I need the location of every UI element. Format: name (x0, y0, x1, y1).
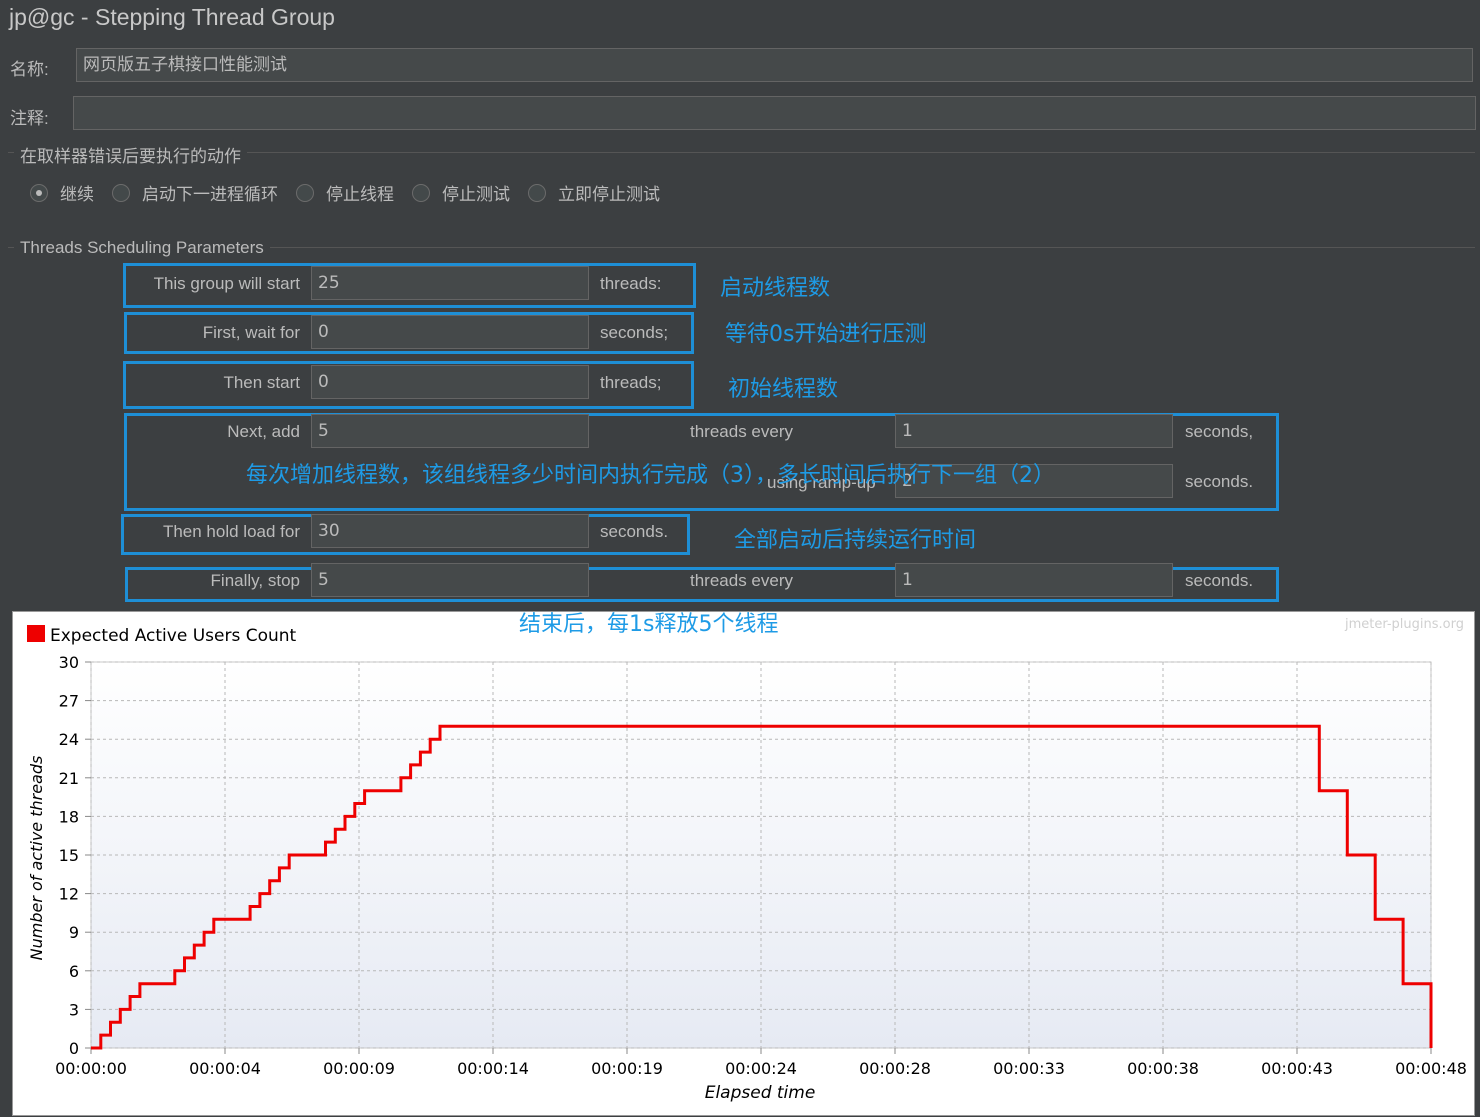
y-tick-label: 6 (69, 962, 79, 981)
hold-load-suffix: seconds. (600, 522, 669, 541)
annotation-start-threads: 启动线程数 (720, 276, 831, 301)
error-action-title: 在取样器错误后要执行的动作 (14, 142, 247, 167)
x-tick-label: 00:00:09 (323, 1059, 395, 1078)
start-users-input[interactable]: 0 (311, 365, 589, 399)
x-tick-label: 00:00:43 (1261, 1059, 1333, 1078)
watermark: jmeter-plugins.org (1344, 617, 1464, 632)
radio-stop-test-now[interactable]: 立即停止测试 (528, 180, 660, 205)
increment-label: Next, add (227, 422, 300, 441)
increment-suffix: seconds, (1185, 422, 1254, 441)
y-tick-label: 21 (59, 769, 79, 788)
start-threads-suffix: threads: (600, 274, 662, 293)
radio-label: 停止测试 (442, 185, 510, 204)
rampdown-suffix: seconds. (1185, 571, 1254, 590)
comment-input[interactable] (73, 96, 1476, 130)
radio-icon (528, 183, 546, 202)
x-tick-label: 00:00:00 (55, 1059, 127, 1078)
y-tick-label: 0 (69, 1039, 79, 1058)
hold-load-input[interactable]: 30 (311, 514, 589, 548)
y-tick-label: 15 (59, 846, 79, 865)
start-users-label: Then start (223, 373, 300, 392)
series-line (91, 724, 1433, 1050)
radio-icon (112, 183, 130, 202)
legend-swatch (27, 625, 45, 642)
radio-selected-icon (30, 183, 48, 202)
x-axis-label: Elapsed time (705, 1083, 816, 1103)
ramp-up-label: using ramp-up (767, 473, 876, 492)
start-users-suffix: threads; (600, 373, 662, 392)
x-tick-label: 00:00:28 (859, 1059, 931, 1078)
highlight-box (125, 567, 1279, 602)
y-tick-label: 27 (59, 692, 79, 711)
initial-delay-suffix: seconds; (600, 323, 669, 342)
comment-label: 注释: (10, 109, 49, 128)
radio-label: 启动下一进程循环 (142, 185, 278, 204)
x-tick-label: 00:00:33 (993, 1059, 1065, 1078)
ramp-up-suffix: seconds. (1185, 472, 1254, 491)
x-tick-label: 00:00:19 (591, 1059, 663, 1078)
radio-stop-thread[interactable]: 停止线程 (296, 180, 394, 205)
y-tick-label: 18 (59, 807, 79, 826)
annotation-initial-delay: 等待0s开始进行压测 (725, 322, 927, 347)
increment-time-input[interactable]: 1 (895, 414, 1173, 448)
rampdown-time-input[interactable]: 1 (895, 563, 1173, 597)
y-axis-label: Number of active threads (27, 756, 46, 961)
increment-input[interactable]: 5 (311, 414, 589, 448)
name-label: 名称: (10, 60, 49, 79)
y-tick-label: 30 (59, 653, 79, 672)
radio-label: 立即停止测试 (558, 185, 660, 204)
highlight-box (124, 413, 1279, 511)
legend-label: Expected Active Users Count (50, 626, 297, 646)
chart-svg: 0 3 6 9 12 15 18 21 24 27 30 00:00:00 00:00:04 00:00… (27, 617, 1467, 1103)
window-title: jp@gc - Stepping Thread Group (9, 4, 335, 30)
initial-delay-input[interactable]: 0 (311, 315, 589, 349)
rampdown-mid-label: threads every (690, 571, 793, 590)
x-tick-label: 00:00:24 (725, 1059, 797, 1078)
annotation-rampdown: 结束后，每1s释放5个线程 (519, 612, 779, 637)
initial-delay-label: First, wait for (202, 323, 300, 342)
rampdown-input[interactable]: 5 (311, 563, 589, 597)
ramp-up-input[interactable]: 2 (895, 464, 1173, 498)
radio-continue[interactable]: 继续 (30, 180, 94, 205)
radio-start-next-loop[interactable]: 启动下一进程循环 (112, 180, 278, 205)
radio-label: 继续 (60, 185, 94, 204)
highlight-box (123, 263, 696, 308)
increment-mid-label: threads every (690, 422, 793, 441)
x-tick-label: 00:00:48 (1395, 1059, 1467, 1078)
hold-load-label: Then hold load for (162, 522, 300, 541)
params-title: Threads Scheduling Parameters (14, 238, 270, 258)
section-divider (8, 247, 1475, 248)
x-tick-label: 00:00:38 (1127, 1059, 1199, 1078)
section-divider (8, 152, 1475, 153)
expected-users-chart: 0 3 6 9 12 15 18 21 24 27 30 00:00:00 00:00:04 00:00… (12, 611, 1475, 1116)
x-tick-label: 00:00:04 (189, 1059, 261, 1078)
annotation-hold-load: 全部启动后持续运行时间 (734, 528, 977, 553)
radio-icon (412, 183, 430, 202)
x-tick-label: 00:00:14 (457, 1059, 529, 1078)
start-threads-input[interactable]: 25 (311, 266, 589, 300)
highlight-box (123, 361, 694, 409)
y-tick-label: 3 (69, 1000, 79, 1019)
annotation-increment: 每次增加线程数，该组线程多少时间内执行完成（3），多长时间后执行下一组（2） (246, 463, 1055, 488)
y-tick-label: 9 (69, 923, 79, 942)
radio-stop-test[interactable]: 停止测试 (412, 180, 510, 205)
name-input[interactable]: 网页版五子棋接口性能测试 (76, 48, 1473, 82)
y-tick-label: 12 (59, 885, 79, 904)
radio-icon (296, 183, 314, 202)
highlight-box (124, 312, 694, 354)
error-action-options: 继续 启动下一进程循环 停止线程 停止测试 立即停止测试 (30, 180, 678, 205)
y-tick-label: 24 (59, 730, 79, 749)
annotation-start-users: 初始线程数 (728, 377, 839, 402)
radio-label: 停止线程 (326, 185, 394, 204)
rampdown-label: Finally, stop (210, 571, 300, 590)
start-threads-label: This group will start (153, 274, 300, 293)
